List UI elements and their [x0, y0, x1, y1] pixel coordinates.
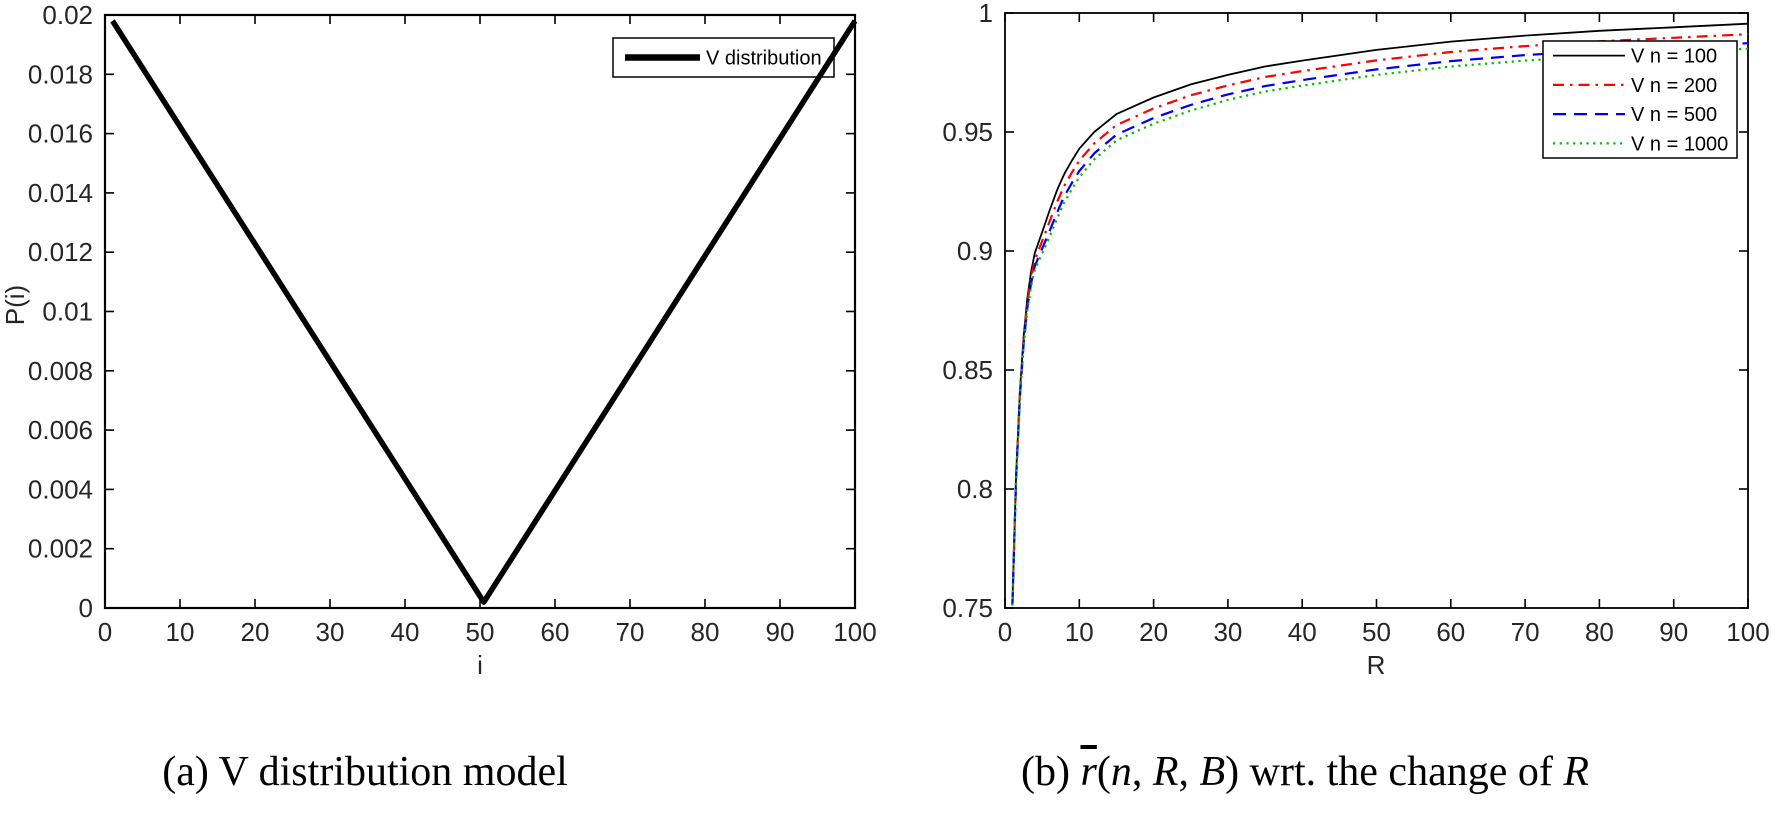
legend-label: V n = 200: [1631, 75, 1717, 97]
chart-b: 0 10 20 30 40 50 60 70 80 90 100 0.75 0.8 0.85 0.9 0.95…: [942, 0, 1769, 680]
plot-box: [103, 13, 857, 610]
x-tick-label: 100: [833, 617, 876, 647]
x-tick-label: 40: [391, 617, 420, 647]
caption-a: (a) V distribution model: [60, 748, 670, 796]
x-tick-label: 20: [241, 617, 270, 647]
y-tick-label: 0.002: [28, 534, 93, 564]
x-tick-label: 0: [998, 617, 1012, 647]
caption-b-segment: ) wrt. the change of: [1225, 749, 1564, 795]
y-tick-label: 0.01: [42, 297, 93, 327]
y-tick-label: 0.008: [28, 356, 93, 386]
x-tick-label: 40: [1288, 617, 1317, 647]
x-tick-label: 30: [1213, 617, 1242, 647]
x-tick-label: 80: [1585, 617, 1614, 647]
x-axis-label: R: [1367, 650, 1386, 680]
y-tick-label: 0.75: [942, 593, 993, 623]
series-line-v-distribution: [110, 19, 858, 605]
y-tick-label: 0.95: [942, 117, 993, 147]
x-tick-label: 100: [1726, 617, 1769, 647]
caption-b-segment: (b): [1020, 749, 1081, 795]
y-axis-label: P(i): [0, 285, 30, 325]
caption-b-segment: R: [1152, 749, 1179, 795]
x-tick-label: 60: [541, 617, 570, 647]
x-tick-label: 60: [1436, 617, 1465, 647]
x-tick-label: 70: [1511, 617, 1540, 647]
x-tick-label: 10: [1065, 617, 1094, 647]
caption-a-text: (a) V distribution model: [162, 749, 568, 795]
series-line-v-n-1000: [1011, 47, 1749, 606]
y-tick-label: 0.004: [28, 474, 93, 504]
y-tick-label: 0.006: [28, 415, 93, 445]
caption-b: (b) r(n, R, B) wrt. the change of R: [900, 748, 1710, 796]
caption-b-segment: ,: [1178, 749, 1200, 795]
caption-b-segment: ,: [1131, 749, 1153, 795]
legend-a: V distribution: [612, 37, 835, 78]
y-tick-label: 0.8: [957, 474, 993, 504]
x-tick-label: 10: [166, 617, 195, 647]
chart-a: 0 10 20 30 40 50 60 70 80 90 100 0 0.002 0.004 0.006 0.…: [0, 0, 877, 680]
caption-b-segment: B: [1199, 749, 1226, 795]
x-axis-label: i: [477, 650, 483, 680]
caption-b-segment: n: [1110, 749, 1132, 795]
legend-b: V n = 100 V n = 200 V n = 500 V n = 1000: [1542, 40, 1738, 159]
legend-box: [1542, 40, 1738, 159]
legend-label: V distribution: [706, 48, 822, 70]
y-tick-label: 0.012: [28, 237, 93, 267]
x-tick-label: 90: [766, 617, 795, 647]
y-tick-label: 1: [979, 0, 993, 28]
x-tick-label: 70: [616, 617, 645, 647]
caption-b-segment: r: [1080, 749, 1097, 795]
y-tick-label: 0.014: [28, 178, 93, 208]
caption-b-segment: R: [1563, 749, 1589, 795]
x-tick-label: 80: [691, 617, 720, 647]
y-tick-label: 0.018: [28, 59, 93, 89]
x-tick-label: 20: [1139, 617, 1168, 647]
x-tick-label: 50: [466, 617, 495, 647]
legend-label: V n = 1000: [1631, 133, 1728, 155]
y-tick-label: 0: [79, 593, 93, 623]
y-tick-label: 0.9: [957, 236, 993, 266]
caption-b-segment: (: [1096, 749, 1111, 795]
series-line-v-n-200: [1011, 33, 1749, 605]
y-tick-label: 0.02: [42, 0, 93, 30]
x-tick-label: 50: [1362, 617, 1391, 647]
y-tick-label: 0.85: [942, 355, 993, 385]
x-tick-label: 0: [98, 617, 112, 647]
legend-label: V n = 100: [1631, 46, 1717, 68]
y-tick-label: 0.016: [28, 119, 93, 149]
x-tick-label: 30: [316, 617, 345, 647]
legend-label: V n = 500: [1631, 104, 1717, 126]
x-tick-label: 90: [1659, 617, 1688, 647]
